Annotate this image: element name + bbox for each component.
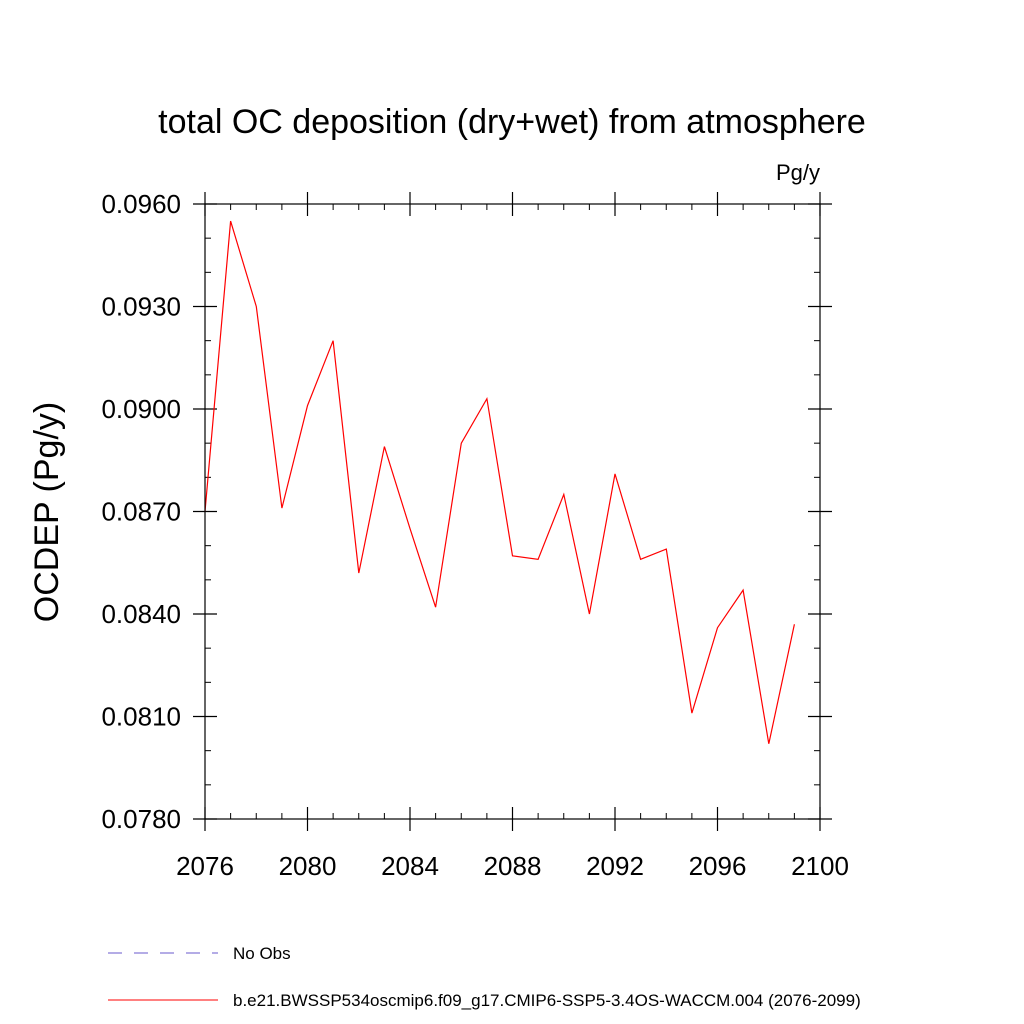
y-tick-label: 0.0960 bbox=[101, 189, 181, 219]
y-axis-label: OCDEP (Pg/y) bbox=[28, 402, 66, 622]
y-tick-label: 0.0900 bbox=[101, 394, 181, 424]
series-lines bbox=[204, 220, 795, 744]
legend-label-run: b.e21.BWSSP534oscmip6.f09_g17.CMIP6-SSP5… bbox=[233, 991, 861, 1010]
units-label: Pg/y bbox=[776, 160, 820, 185]
y-tick-labels: 0.0780 0.0810 0.0840 0.0870 0.0900 0.0930 0.09… bbox=[101, 189, 181, 834]
y-tick-label: 0.0930 bbox=[101, 292, 181, 322]
minor-ticks bbox=[204, 203, 821, 820]
y-tick-label: 0.0840 bbox=[101, 599, 181, 629]
y-tick-label: 0.0870 bbox=[101, 497, 181, 527]
x-tick-label: 2100 bbox=[791, 851, 849, 881]
legend: No Obs b.e21.BWSSP534oscmip6.f09_g17.CMI… bbox=[108, 944, 861, 1010]
y-tick-label: 0.0780 bbox=[101, 804, 181, 834]
x-tick-labels: 2076 2080 2084 2088 2092 2096 2100 bbox=[176, 851, 849, 881]
x-tick-label: 2088 bbox=[484, 851, 542, 881]
x-tick-label: 2084 bbox=[381, 851, 439, 881]
plot-frame bbox=[204, 203, 821, 820]
major-ticks bbox=[193, 192, 832, 831]
x-tick-label: 2096 bbox=[689, 851, 747, 881]
series-line bbox=[204, 220, 795, 744]
legend-label-no-obs: No Obs bbox=[233, 944, 291, 963]
x-tick-label: 2076 bbox=[176, 851, 234, 881]
chart-title: total OC deposition (dry+wet) from atmos… bbox=[158, 103, 866, 141]
x-tick-label: 2092 bbox=[586, 851, 644, 881]
y-tick-label: 0.0810 bbox=[101, 702, 181, 732]
x-tick-label: 2080 bbox=[279, 851, 337, 881]
